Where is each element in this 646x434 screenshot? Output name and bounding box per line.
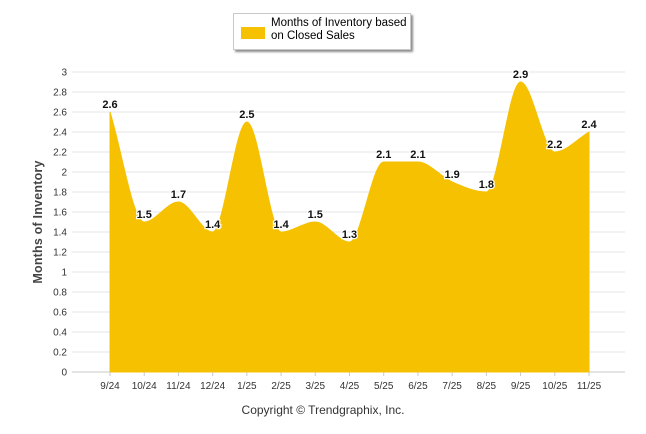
data-label: 2.1 [410,149,425,161]
data-label: 1.9 [444,169,459,181]
data-label: 2.9 [513,69,528,81]
y-tick-label: 0.2 [53,348,67,359]
x-tick-label: 4/25 [340,381,360,392]
y-tick-label: 0.8 [53,288,67,299]
x-tick-label: 3/25 [306,381,326,392]
x-tick-label: 7/25 [442,381,462,392]
copyright-footer: Copyright © Trendgraphix, Inc. [241,403,405,417]
y-tick-label: 1.8 [53,188,67,199]
x-tick-label: 6/25 [408,381,428,392]
x-tick-label: 9/24 [100,381,120,392]
y-tick-label: 2.6 [53,108,67,119]
legend-swatch [241,27,265,39]
data-label: 2.1 [376,149,391,161]
data-label: 1.5 [308,209,323,221]
y-tick-label: 2.2 [53,148,67,159]
x-tick-label: 12/24 [200,381,225,392]
legend: Months of Inventory based on Closed Sale… [233,13,411,50]
x-tick-label: 11/25 [577,381,602,392]
data-label: 1.5 [137,209,152,221]
y-tick-label: 0.6 [53,308,67,319]
y-tick-label: 1.4 [53,228,67,239]
y-axis-title: Months of Inventory [31,160,45,284]
data-label: 2.5 [239,109,254,121]
x-tick-label: 11/24 [166,381,191,392]
y-tick-label: 0 [61,368,67,379]
y-tick-label: 1.2 [53,248,67,259]
legend-label: Months of Inventory based on Closed Sale… [271,17,407,42]
y-tick-label: 2.8 [53,88,67,99]
data-label: 1.8 [479,179,494,191]
data-label: 2.4 [581,119,597,131]
y-tick-label: 0.4 [53,328,67,339]
y-tick-label: 3 [61,68,67,79]
x-tick-label: 9/25 [511,381,531,392]
y-tick-label: 2.4 [53,128,67,139]
series-area [109,81,590,373]
data-label: 2.6 [102,99,117,111]
x-tick-label: 2/25 [271,381,291,392]
x-tick-label: 10/24 [132,381,157,392]
data-label: 1.4 [273,219,289,231]
y-tick-label: 1 [61,268,67,279]
x-tick-label: 10/25 [542,381,567,392]
x-tick-label: 5/25 [374,381,394,392]
x-tick-label: 8/25 [477,381,497,392]
x-tick-label: 1/25 [237,381,257,392]
data-label: 1.4 [205,219,221,231]
data-label: 2.2 [547,139,562,151]
data-label: 1.7 [171,189,186,201]
y-tick-label: 1.6 [53,208,67,219]
data-label: 1.3 [342,229,357,241]
y-tick-label: 2 [61,168,67,179]
